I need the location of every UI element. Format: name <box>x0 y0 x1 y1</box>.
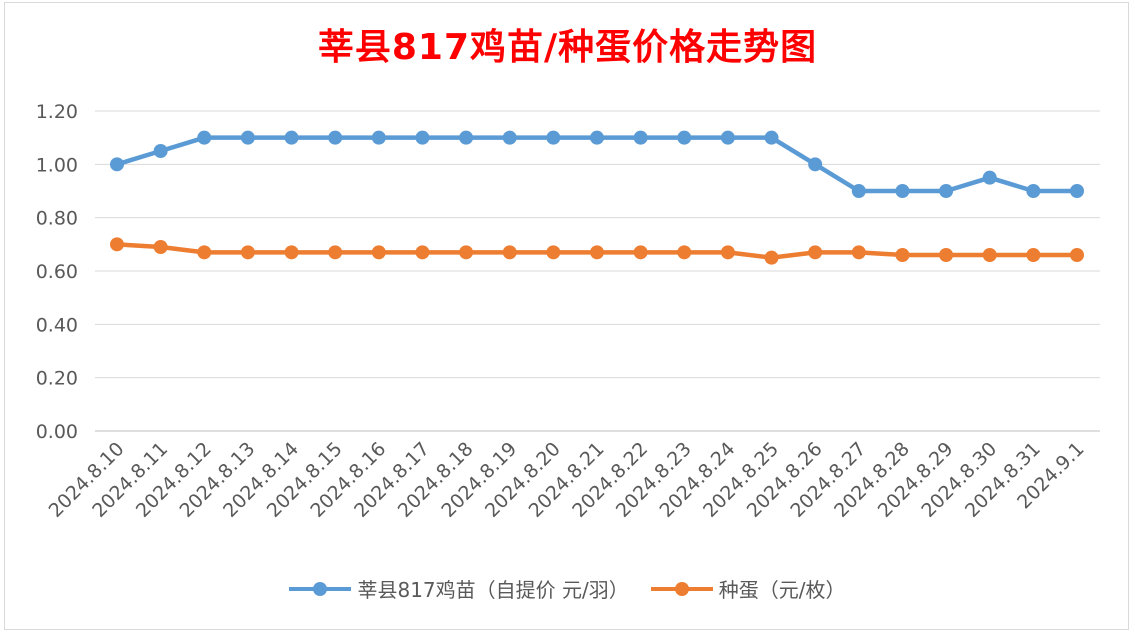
y-tick-label: 0.80 <box>36 208 78 230</box>
data-point[interactable] <box>197 245 212 260</box>
y-tick-label: 0.60 <box>36 261 78 283</box>
data-point[interactable] <box>633 130 648 145</box>
legend-item-chick[interactable]: 莘县817鸡苗（自提价 元/羽） <box>289 574 629 603</box>
y-tick-label: 0.00 <box>36 421 78 443</box>
legend: 莘县817鸡苗（自提价 元/羽） 种蛋（元/枚） <box>0 574 1135 603</box>
series-1 <box>110 237 1084 265</box>
data-point[interactable] <box>153 240 168 254</box>
data-point[interactable] <box>590 245 604 260</box>
data-point[interactable] <box>590 130 604 145</box>
data-point[interactable] <box>1070 248 1084 262</box>
data-point[interactable] <box>895 248 910 262</box>
data-point[interactable] <box>851 245 866 260</box>
data-point[interactable] <box>197 130 212 145</box>
data-point[interactable] <box>851 184 866 198</box>
data-point[interactable] <box>633 245 648 260</box>
data-point[interactable] <box>677 245 692 260</box>
data-point[interactable] <box>982 170 997 185</box>
data-point[interactable] <box>371 130 386 145</box>
data-point[interactable] <box>546 245 561 260</box>
data-point[interactable] <box>808 245 823 260</box>
data-point[interactable] <box>720 245 735 260</box>
data-point[interactable] <box>939 184 954 198</box>
gridlines <box>95 110 1100 432</box>
data-point[interactable] <box>110 237 124 252</box>
data-point[interactable] <box>459 130 474 145</box>
data-point[interactable] <box>371 245 386 260</box>
data-point[interactable] <box>415 245 430 260</box>
chart-frame <box>4 2 1129 630</box>
data-point[interactable] <box>459 245 474 260</box>
y-tick-label: 1.20 <box>36 101 78 123</box>
data-point[interactable] <box>110 157 124 172</box>
data-point[interactable] <box>240 130 255 145</box>
data-point[interactable] <box>240 245 255 260</box>
data-point[interactable] <box>1026 184 1041 198</box>
data-point[interactable] <box>502 130 517 145</box>
data-point[interactable] <box>153 144 168 158</box>
legend-swatch-chick <box>289 581 352 596</box>
data-point[interactable] <box>808 157 823 172</box>
data-point[interactable] <box>415 130 430 145</box>
data-point[interactable] <box>284 130 299 145</box>
data-point[interactable] <box>764 250 779 265</box>
data-point[interactable] <box>895 184 910 198</box>
legend-item-egg[interactable]: 种蛋（元/枚） <box>650 574 846 603</box>
series-0 <box>110 130 1084 198</box>
data-point[interactable] <box>939 248 954 262</box>
series-lines <box>110 130 1084 265</box>
legend-swatch-egg <box>650 581 713 596</box>
y-tick-label: 1.00 <box>36 154 78 176</box>
data-point[interactable] <box>1070 184 1084 198</box>
data-point[interactable] <box>677 130 692 145</box>
data-point[interactable] <box>284 245 299 260</box>
data-point[interactable] <box>546 130 561 145</box>
y-tick-label: 0.20 <box>36 368 78 390</box>
chart-title: 莘县817鸡苗/种蛋价格走势图 <box>317 27 818 68</box>
data-point[interactable] <box>328 130 343 145</box>
data-point[interactable] <box>720 130 735 145</box>
x-axis-ticks: 2024.8.102024.8.112024.8.122024.8.132024… <box>45 438 1089 522</box>
data-point[interactable] <box>982 248 997 262</box>
y-tick-label: 0.40 <box>36 314 78 336</box>
data-point[interactable] <box>502 245 517 260</box>
data-point[interactable] <box>328 245 343 260</box>
data-point[interactable] <box>1026 248 1041 262</box>
legend-label-chick: 莘县817鸡苗（自提价 元/羽） <box>357 578 629 602</box>
y-axis-ticks: 0.00 0.20 0.40 0.60 0.80 1.00 1.20 <box>36 101 78 443</box>
data-point[interactable] <box>764 130 779 145</box>
legend-label-egg: 种蛋（元/枚） <box>718 578 846 602</box>
